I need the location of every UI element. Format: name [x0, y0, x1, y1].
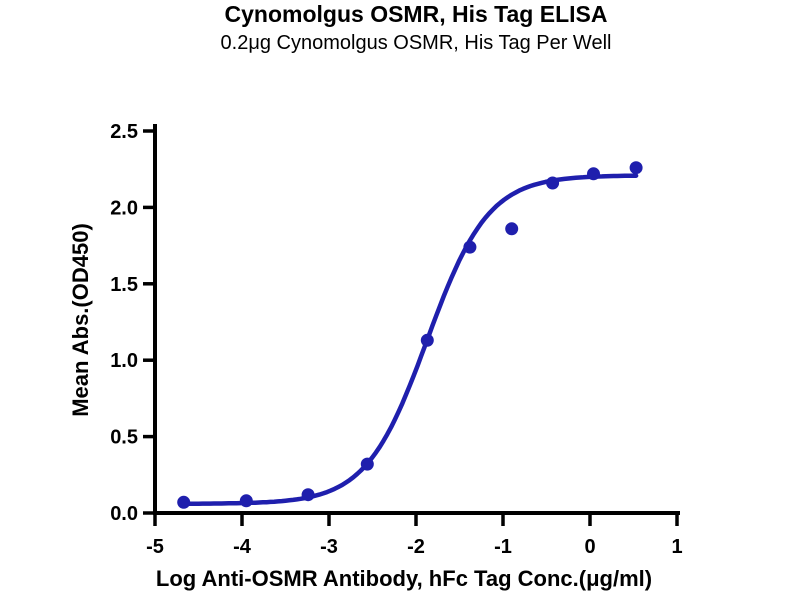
- y-tick-label: 2.5: [110, 121, 138, 143]
- fit-curve-group: [181, 173, 639, 506]
- y-tick-label: 2.0: [110, 197, 138, 219]
- x-tick-label: -2: [407, 536, 425, 558]
- data-point: [546, 176, 560, 190]
- x-tick-label: 1: [671, 536, 682, 558]
- x-tick-label: -1: [494, 536, 512, 558]
- data-point: [239, 494, 253, 508]
- y-tick-label: 1.0: [110, 350, 138, 372]
- data-point: [177, 495, 191, 509]
- data-point: [420, 333, 434, 347]
- y-tick-label: 0.0: [110, 503, 138, 525]
- tick-labels-group: -5 -4 -3 -2 -1 0 1 0.0 0.5 1.0 1.5 2.0 2.5: [110, 121, 682, 558]
- data-point: [301, 488, 315, 502]
- data-point: [587, 167, 600, 181]
- x-tick-label: -3: [320, 536, 338, 558]
- x-axis-label: Log Anti-OSMR Antibody, hFc Tag Conc.(μg…: [156, 566, 652, 591]
- data-points-group: [177, 161, 643, 509]
- chart-subtitle: 0.2μg Cynomolgus OSMR, His Tag Per Well: [220, 32, 612, 54]
- chart-title: Cynomolgus OSMR, His Tag ELISA: [224, 1, 608, 27]
- y-tick-label: 1.5: [110, 274, 138, 296]
- axes-group: [143, 124, 680, 526]
- data-point: [629, 161, 643, 175]
- data-point: [360, 457, 374, 471]
- y-tick-label: 0.5: [110, 427, 138, 449]
- x-tick-label: -5: [146, 536, 164, 558]
- fit-curve: [181, 173, 639, 506]
- x-tick-label: -4: [233, 536, 252, 558]
- data-point: [505, 222, 519, 236]
- y-axis-label: Mean Abs.(OD450): [68, 223, 93, 417]
- data-point: [463, 240, 477, 254]
- x-tick-label: 0: [584, 536, 595, 558]
